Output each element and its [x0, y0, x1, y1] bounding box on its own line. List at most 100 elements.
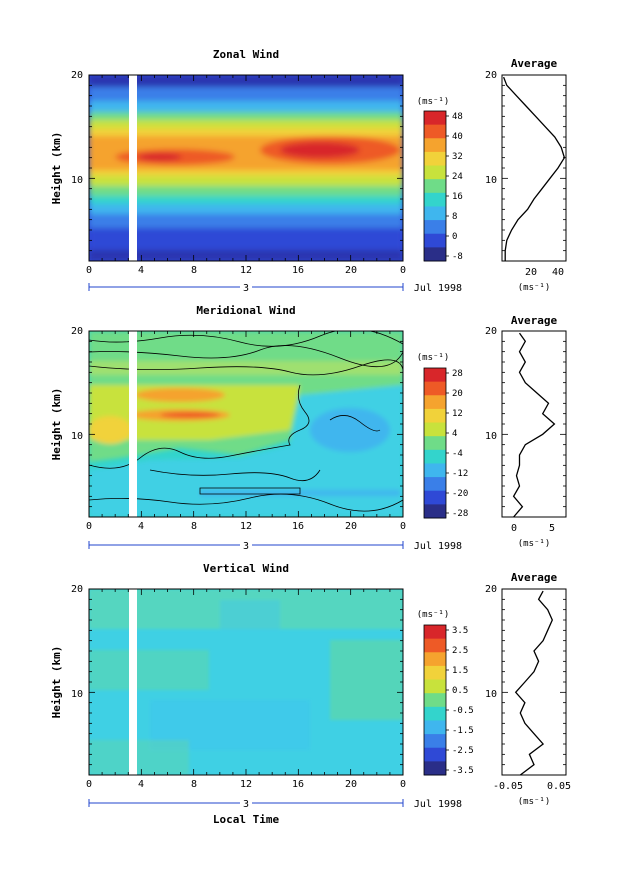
- meridional-wind-panel: Meridional Wind: [50, 304, 567, 552]
- colorbar-swatch: [424, 747, 446, 762]
- vertical-xticklabels: 0 4 8 12 16 20 0: [86, 779, 406, 790]
- colorbar-label: 48: [452, 112, 463, 122]
- colorbar-label: 32: [452, 152, 463, 162]
- vertical-xlabel: Local Time: [213, 813, 280, 826]
- vertical-ytick-20: 20: [71, 584, 83, 595]
- colorbar-swatch: [424, 652, 446, 667]
- meridional-day-label: 3: [243, 541, 249, 552]
- colorbar-swatch: [424, 220, 446, 235]
- zonal-xtick: 0: [86, 265, 92, 276]
- zonal-xtick: 20: [345, 265, 357, 276]
- vertical-colorbar: (ms⁻¹) 3.5 2.5 1.5 0.5 -0.5 -1.5 -2.5 -3.5: [417, 610, 474, 776]
- zonal-wind-panel: Zonal Wind: [50, 48, 567, 294]
- colorbar-swatch: [424, 679, 446, 694]
- colorbar-swatch: [424, 206, 446, 221]
- meridional-xtick: 0: [86, 521, 92, 532]
- colorbar-swatch: [424, 408, 446, 424]
- colorbar-swatch: [424, 504, 446, 519]
- vertical-average: Average 20 10 -0.05 0.05 (ms⁻¹): [485, 571, 571, 807]
- zonal-day-axis: 3 Jul 1998: [88, 282, 462, 294]
- colorbar-swatch: [424, 165, 446, 180]
- colorbar-swatch: [424, 179, 446, 194]
- meridional-heatmap: [89, 331, 403, 517]
- colorbar-label: 24: [452, 172, 463, 182]
- colorbar-swatch: [424, 734, 446, 749]
- colorbar-label: 3.5: [452, 626, 468, 636]
- vertical-xtick: 16: [292, 779, 304, 790]
- colorbar-label: 20: [452, 389, 463, 399]
- colorbar-label: 2.5: [452, 646, 468, 656]
- colorbar-swatch: [424, 381, 446, 396]
- colorbar-swatch: [424, 693, 446, 708]
- meridional-xticklabels: 0 4 8 12 16 20 0: [86, 521, 406, 532]
- colorbar-frame: [423, 367, 447, 519]
- meridional-ylabel: Height (km): [50, 388, 63, 461]
- zonal-title: Zonal Wind: [213, 48, 279, 61]
- meridional-avg-xtick: 5: [549, 523, 555, 534]
- meridional-avg-line: [512, 332, 556, 518]
- vertical-date-label: Jul 1998: [414, 799, 462, 810]
- colorbar-label: -8: [452, 252, 463, 262]
- zonal-ylabel: Height (km): [50, 132, 63, 205]
- vertical-xtick: 8: [191, 779, 197, 790]
- zonal-ytick-10: 10: [71, 175, 83, 186]
- zonal-xtick: 0: [400, 265, 406, 276]
- meridional-average: Average 20 10 0 5 (ms⁻¹): [485, 314, 567, 549]
- colorbar-label: 28: [452, 369, 463, 379]
- zonal-avg-frame: [501, 74, 567, 262]
- vertical-ylabel: Height (km): [50, 646, 63, 719]
- vertical-xtick: 0: [86, 779, 92, 790]
- colorbar-frame: [423, 624, 447, 776]
- zonal-average: Average 20 10 20 40 (ms⁻¹): [485, 57, 567, 293]
- meridional-avg-title: Average: [511, 314, 558, 327]
- meridional-cb-title: (ms⁻¹): [417, 353, 450, 363]
- meridional-xtick: 20: [345, 521, 357, 532]
- zonal-ytick-20: 20: [71, 70, 83, 81]
- colorbar-swatch: [424, 436, 446, 451]
- zonal-date-label: Jul 1998: [414, 283, 462, 294]
- zonal-xtick: 12: [240, 265, 252, 276]
- colorbar-swatch: [424, 665, 446, 681]
- vertical-avg-ytick-20: 20: [485, 584, 497, 595]
- colorbar-label: -2.5: [452, 746, 474, 756]
- vertical-heatmap: [89, 589, 403, 775]
- vertical-avg-ytick-10: 10: [485, 689, 497, 700]
- meridional-title: Meridional Wind: [196, 304, 295, 317]
- vertical-xtick: 0: [400, 779, 406, 790]
- meridional-xtick: 8: [191, 521, 197, 532]
- zonal-xtick: 16: [292, 265, 304, 276]
- vertical-axes: [88, 588, 404, 776]
- zonal-avg-title: Average: [511, 57, 558, 70]
- colorbar-swatch: [424, 463, 446, 478]
- zonal-avg-unit: (ms⁻¹): [518, 283, 551, 293]
- vertical-avg-xtick: -0.05: [493, 781, 523, 792]
- meridional-xtick: 16: [292, 521, 304, 532]
- meridional-xtick: 4: [138, 521, 144, 532]
- vertical-xtick: 4: [138, 779, 144, 790]
- colorbar-swatch: [424, 395, 446, 410]
- meridional-colorbar: (ms⁻¹) 28 20 12 4 -4 -12 -20 -28: [417, 353, 469, 519]
- meridional-xtick: 0: [400, 521, 406, 532]
- colorbar-label: 12: [452, 409, 463, 419]
- vertical-avg-title: Average: [511, 571, 558, 584]
- colorbar-swatch: [424, 761, 446, 776]
- colorbar-swatch: [424, 490, 446, 505]
- colorbar-swatch: [424, 192, 446, 207]
- colorbar-label: 4: [452, 429, 457, 439]
- colorbar-label: 0: [452, 232, 457, 242]
- vertical-avg-xtick: 0.05: [547, 781, 571, 792]
- zonal-heatmap: [89, 75, 403, 261]
- vertical-ytick-10: 10: [71, 689, 83, 700]
- meridional-day-axis: 3 Jul 1998: [88, 540, 462, 552]
- meridional-avg-ytick-10: 10: [485, 431, 497, 442]
- colorbar-swatch: [424, 124, 446, 139]
- zonal-avg-line: [502, 76, 566, 261]
- colorbar-swatch: [424, 151, 446, 167]
- colorbar-label: 1.5: [452, 666, 468, 676]
- colorbar-label: -20: [452, 489, 468, 499]
- colorbar-swatch: [424, 138, 446, 153]
- zonal-avg-xtick: 40: [552, 267, 564, 278]
- zonal-xticklabels: 0 4 8 12 16 20 0: [86, 265, 406, 276]
- colorbar-label: -28: [452, 509, 468, 519]
